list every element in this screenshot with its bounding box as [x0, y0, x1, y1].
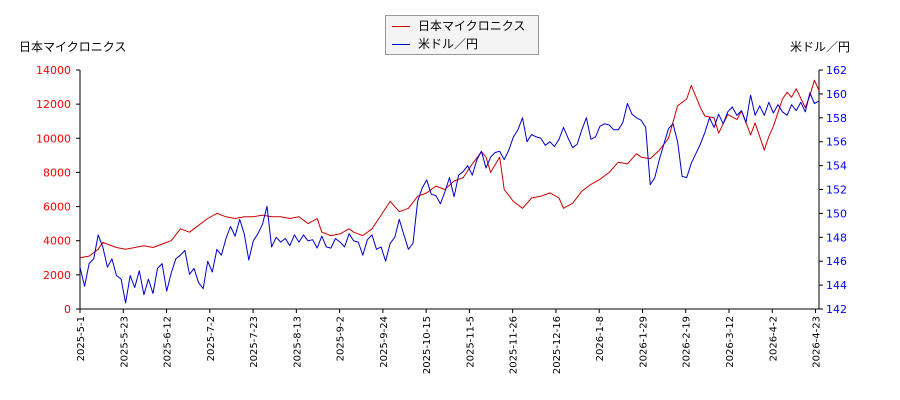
x-tick-label: 2026-3-12	[725, 316, 736, 368]
left-tick-label: 10000	[36, 132, 71, 145]
right-tick-label: 156	[826, 136, 847, 149]
x-tick-label: 2025-11-26	[509, 316, 520, 374]
series-layer	[79, 79, 820, 304]
legend: 日本マイクロニクス 米ドル／円	[385, 15, 539, 55]
right-tick-label: 144	[826, 279, 847, 292]
x-tick-label: 2026-2-19	[682, 316, 693, 368]
legend-label-fx: 米ドル／円	[418, 37, 479, 51]
x-tick-label: 2025-5-23	[119, 316, 130, 368]
left-tick-label: 14000	[36, 64, 71, 77]
right-tick-label: 154	[826, 160, 847, 173]
x-tick-label: 2026-1-8	[595, 316, 606, 361]
right-tick-label: 162	[826, 64, 847, 77]
right-tick-label: 150	[826, 207, 847, 220]
left-tick-label: 12000	[36, 98, 71, 111]
x-tick-label: 2025-7-2	[206, 316, 217, 361]
legend-label-stock: 日本マイクロニクス	[418, 19, 526, 33]
x-axis-ticks: 2025-5-1 2025-5-23 2025-6-12 2025-7-2 2025-7…	[76, 309, 823, 374]
right-tick-label: 152	[826, 184, 847, 197]
left-axis-ticks: 0 2000 4000 6000 8000 10000 12000 14000	[36, 64, 80, 316]
right-tick-label: 158	[826, 112, 847, 125]
right-axis-title: 米ドル／円	[790, 40, 851, 54]
x-tick-label: 2025-11-5	[465, 316, 476, 368]
x-tick-label: 2026-4-2	[768, 316, 779, 361]
left-axis-title: 日本マイクロニクス	[19, 40, 127, 54]
legend-entry-fx: 米ドル／円	[392, 36, 478, 52]
legend-swatch-fx	[392, 44, 410, 45]
legend-swatch-stock	[392, 26, 410, 27]
legend-entry-stock: 日本マイクロニクス	[392, 18, 525, 34]
x-tick-label: 2026-4-23	[812, 316, 823, 368]
series-line-stock	[79, 79, 820, 259]
x-tick-label: 2025-12-16	[552, 316, 563, 374]
left-tick-label: 2000	[43, 269, 71, 282]
left-tick-label: 6000	[43, 201, 71, 214]
right-tick-label: 160	[826, 88, 847, 101]
x-tick-label: 2025-9-24	[379, 316, 390, 368]
x-tick-label: 2026-1-29	[638, 316, 649, 368]
x-tick-label: 2025-9-2	[336, 316, 347, 361]
right-tick-label: 146	[826, 255, 847, 268]
series-line-fx	[79, 92, 820, 304]
left-tick-label: 4000	[43, 235, 71, 248]
x-tick-label: 2025-8-13	[292, 316, 303, 368]
right-tick-label: 142	[826, 303, 847, 316]
left-tick-label: 0	[64, 303, 71, 316]
x-tick-label: 2025-6-12	[163, 316, 174, 368]
left-tick-label: 8000	[43, 166, 71, 179]
x-tick-label: 2025-10-15	[422, 316, 433, 374]
right-axis-ticks: 142 144 146 148 150 152 154 156 158 160 162	[819, 64, 847, 316]
x-tick-label: 2025-5-1	[76, 316, 87, 361]
x-tick-label: 2025-7-23	[249, 316, 260, 368]
right-tick-label: 148	[826, 231, 847, 244]
